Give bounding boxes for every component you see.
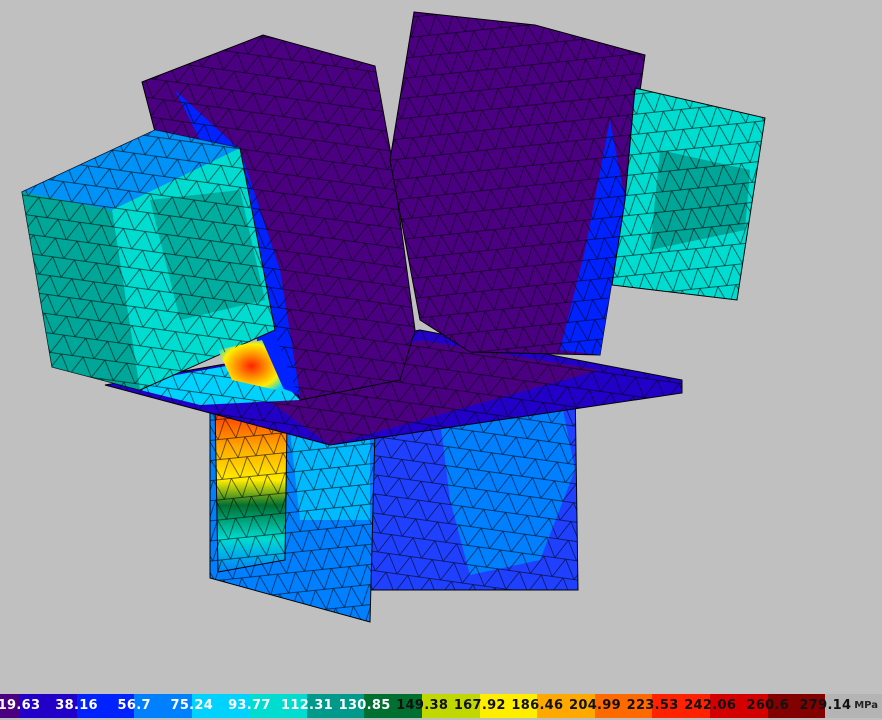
stress-color-legend: 19.63 38.16 56.7 75.24 93.77 112.31 130.85 149.… [0,694,882,718]
legend-color-band [191,694,250,718]
legend-label: 204.99 [569,698,621,713]
left-box [21,129,285,392]
legend-unit: MPa [854,700,878,711]
legend-color-band [825,694,882,718]
lower-right-plate [369,379,579,591]
legend-color-band [767,694,826,718]
legend-color-band [249,694,307,718]
legend-color-band [306,694,365,718]
lower-left-plate [209,394,376,623]
legend-label: 242.06 [684,698,737,713]
legend-color-band [422,694,480,718]
legend-label: 93.77 [228,698,271,713]
model-viewport[interactable] [0,0,882,690]
legend-color-band [19,694,77,718]
legend-color-band [594,694,653,718]
legend-label: 223.53 [626,698,679,713]
legend-color-band [364,694,423,718]
legend-color-band [537,694,595,718]
legend-color-band [652,694,710,718]
legend-color-band [134,694,192,718]
legend-label: 167.92 [453,698,506,713]
legend-label: 38.16 [55,698,98,713]
legend-label: 130.85 [338,698,391,713]
legend-label: 19.63 [0,698,41,713]
legend-color-band [76,694,135,718]
legend-label: 279.14 [799,698,852,713]
legend-label: 186.46 [511,698,564,713]
right-purple-column [389,11,646,356]
legend-color-band [479,694,538,718]
legend-label: 112.31 [281,698,333,713]
legend-color-band [709,694,768,718]
horizontal-plate [104,329,683,446]
legend-label: 75.24 [170,698,214,713]
legend-label: 260.6 [746,698,790,713]
legend-label: 56.7 [117,698,151,713]
legend-color-band [0,694,19,718]
legend-label: 149.38 [396,698,449,713]
right-box [611,87,766,301]
